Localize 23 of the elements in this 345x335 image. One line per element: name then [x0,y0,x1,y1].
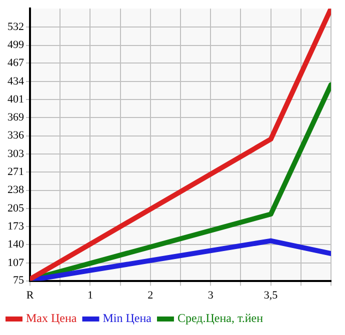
y-tick-label: 75 [13,274,24,287]
y-tick-label: 532 [8,20,24,33]
y-tick-label: 205 [8,202,24,214]
y-tick-label: 107 [8,256,24,269]
x-tick-label: 2 [148,289,154,302]
y-tick-label: 303 [8,148,24,160]
y-tick-label: 140 [8,238,24,251]
legend-label: Сред.Цена, т.йен [177,311,264,326]
y-tick-label: 499 [8,39,24,52]
legend-label: Max Цена [26,311,78,326]
y-tick-label: 271 [8,166,24,178]
y-tick-label: 369 [8,111,24,124]
x-tick-label: 3,5 [264,289,278,302]
y-tick-label: 401 [8,94,24,106]
y-tick-label: 336 [8,130,24,142]
x-tick-label: R [26,289,34,302]
y-tick-label: 173 [8,220,24,232]
y-tick-label: 434 [8,75,24,88]
x-tick-label: 1 [87,289,93,302]
x-tick-label: 3 [208,289,214,302]
legend-label: Min Цена [102,311,152,326]
y-tick-label: 467 [8,56,24,69]
y-tick-label: 238 [8,184,24,196]
